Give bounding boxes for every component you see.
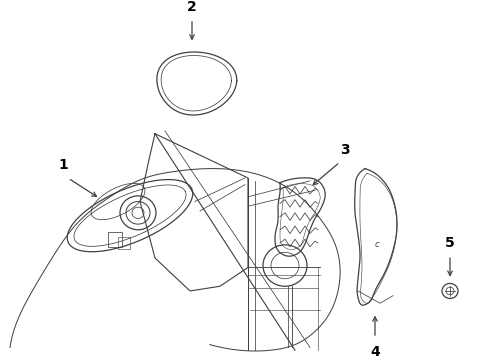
Text: 5: 5 xyxy=(445,235,455,249)
Text: 2: 2 xyxy=(187,0,197,14)
Text: c: c xyxy=(375,240,379,249)
Text: 3: 3 xyxy=(340,143,350,157)
Text: 1: 1 xyxy=(58,158,68,172)
Text: 4: 4 xyxy=(370,345,380,359)
